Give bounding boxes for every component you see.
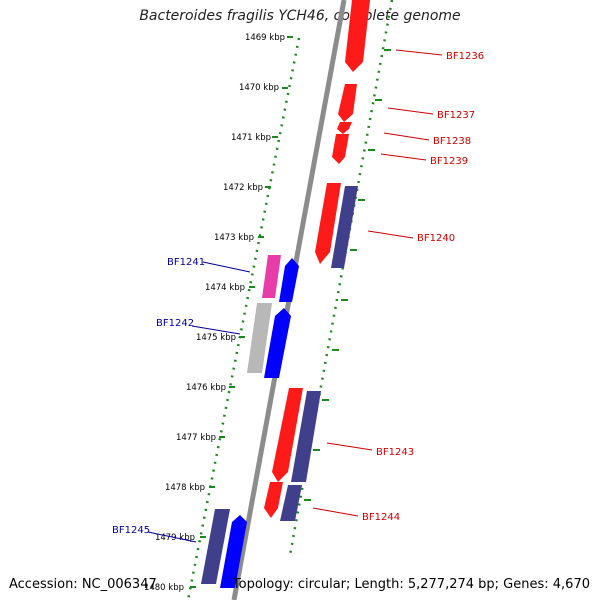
- scale-label: 1477 kbp: [176, 433, 216, 443]
- gene-arrow-bf1243[interactable]: [272, 388, 303, 482]
- gene-arrow-bf1238[interactable]: [337, 122, 352, 134]
- gene-leader-bf1245: [147, 531, 197, 543]
- scale-label: 1473 kbp: [214, 233, 254, 243]
- outer-track-ticks: [304, 49, 391, 501]
- gene-leader-bf1236: [395, 49, 443, 56]
- gene-label-bf1244[interactable]: BF1244: [362, 512, 400, 523]
- gene-label-bf1245[interactable]: BF1245: [112, 525, 150, 536]
- genome-summary-text: Topology: circular; Length: 5,277,274 bp…: [232, 577, 590, 592]
- cds-bar-bf1244: [280, 485, 302, 521]
- scale-label: 1470 kbp: [239, 83, 279, 93]
- gene-leader-bf1244: [312, 507, 359, 517]
- gene-label-bf1239[interactable]: BF1239: [430, 156, 468, 167]
- gene-label-bf1243[interactable]: BF1243: [376, 447, 414, 458]
- map-title: Bacteroides fragilis YCH46, complete gen…: [139, 8, 461, 24]
- gene-arrow-bf1237[interactable]: [338, 84, 357, 122]
- scale-label: 1476 kbp: [186, 383, 226, 393]
- gene-arrow-bf1244[interactable]: [264, 482, 283, 518]
- gene-arrow-bf1245[interactable]: [220, 515, 247, 588]
- gene-label-bf1238[interactable]: BF1238: [433, 136, 471, 147]
- gene-label-bf1240[interactable]: BF1240: [417, 233, 455, 244]
- scale-label: 1474 kbp: [205, 283, 245, 293]
- scale-label: 1480 kbp: [144, 583, 184, 593]
- gene-leader-bf1240: [367, 230, 414, 239]
- gene-arrow-bf1239[interactable]: [332, 134, 349, 164]
- scale-label: 1475 kbp: [196, 333, 236, 343]
- gene-leader-bf1241: [202, 261, 251, 273]
- gene-leader-bf1243: [326, 442, 373, 451]
- gene-leader-bf1242: [191, 325, 241, 335]
- accession-text: Accession: NC_006347: [9, 577, 157, 592]
- cds-bar-bf1243: [291, 391, 321, 482]
- gene-arrow-bf1241[interactable]: [279, 258, 299, 302]
- pink-bar-bf1241: [262, 255, 281, 298]
- gene-label-bf1241[interactable]: BF1241: [167, 257, 205, 268]
- gray-bar-bf1242: [247, 303, 272, 373]
- cds-bar-bf1245: [201, 509, 230, 584]
- gene-leader-bf1238: [383, 132, 430, 141]
- gene-arrow-bf1240[interactable]: [315, 183, 341, 264]
- scale-label: 1472 kbp: [223, 183, 263, 193]
- gene-label-bf1242[interactable]: BF1242: [156, 318, 194, 329]
- scale-label: 1469 kbp: [245, 33, 285, 43]
- gene-leader-bf1239: [380, 153, 427, 161]
- gene-leader-bf1237: [387, 107, 434, 115]
- cds-bar-bf1240: [331, 186, 358, 268]
- gene-arrow-bf1236[interactable]: [345, 0, 370, 72]
- scale-label: 1471 kbp: [231, 133, 271, 143]
- scale-label: 1478 kbp: [165, 483, 205, 493]
- gene-arrow-bf1242[interactable]: [264, 308, 291, 378]
- gene-label-bf1236[interactable]: BF1236: [446, 51, 484, 62]
- scale-ticks: 1469 kbp 1470 kbp 1471 kbp 1472 kbp 1473…: [144, 33, 293, 593]
- gene-label-bf1237[interactable]: BF1237: [437, 110, 475, 121]
